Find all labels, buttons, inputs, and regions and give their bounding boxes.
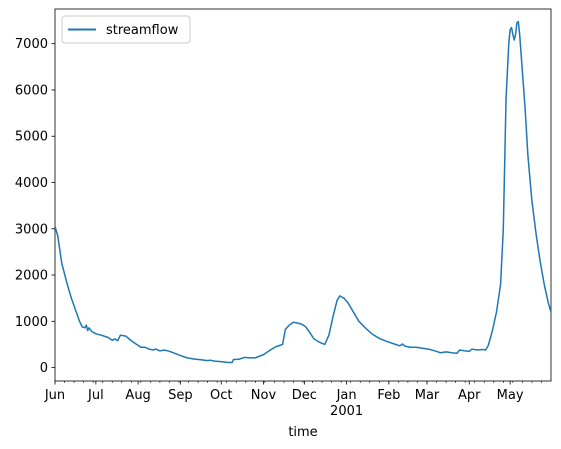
x-tick-label: Sep xyxy=(168,388,193,403)
x-tick-label: Jan xyxy=(336,388,357,403)
x-tick-label: Feb xyxy=(377,388,400,403)
x-tick-label: Apr xyxy=(458,388,481,403)
x-axis: Jun Jul Aug Sep Oct Nov Dec Jan Feb Mar Apr May 2001 xyxy=(44,381,542,419)
x-tick-label: May xyxy=(497,388,524,403)
series-layer xyxy=(55,20,551,364)
y-tick-label: 3000 xyxy=(15,222,48,237)
x-year-label: 2001 xyxy=(330,404,363,419)
legend: streamflow xyxy=(61,15,191,44)
series-line-streamflow xyxy=(55,20,551,364)
y-tick-label: 5000 xyxy=(15,130,48,145)
legend-box xyxy=(61,15,191,44)
x-tick-label: Nov xyxy=(251,388,277,403)
y-axis: 0 1000 2000 3000 4000 5000 6000 7000 xyxy=(15,37,55,376)
y-tick-label: 1000 xyxy=(15,315,48,330)
y-tick-label: 0 xyxy=(40,361,48,376)
x-tick-label: Oct xyxy=(210,388,232,403)
x-tick-label: Dec xyxy=(292,388,317,403)
legend-entry-streamflow: streamflow xyxy=(106,23,179,38)
x-tick-label: Jun xyxy=(44,388,65,403)
x-tick-label: Mar xyxy=(415,388,440,403)
y-tick-label: 4000 xyxy=(15,176,48,191)
x-tick-label: Jul xyxy=(87,388,104,403)
y-tick-label: 6000 xyxy=(15,83,48,98)
y-tick-label: 2000 xyxy=(15,269,48,284)
x-axis-label: time xyxy=(288,425,317,440)
y-tick-label: 7000 xyxy=(15,37,48,52)
x-tick-label: Aug xyxy=(125,388,150,403)
